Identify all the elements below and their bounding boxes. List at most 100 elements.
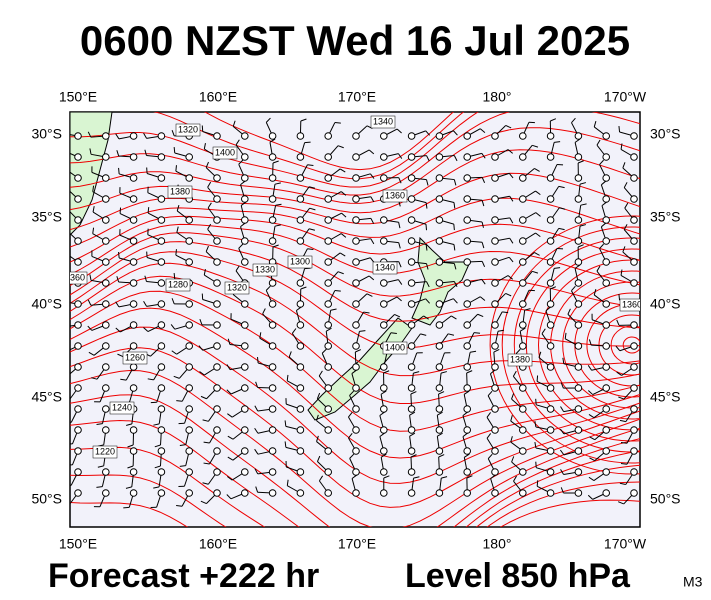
wind-station [102,405,110,413]
wind-station [519,174,527,182]
wind-barb-feather [410,391,417,395]
wind-station [185,447,193,455]
wind-barb-feather [620,463,627,465]
contour-line [501,226,640,464]
wind-barb-feather [62,128,63,134]
wind-barb-feather [599,243,604,249]
wind-station [324,216,333,224]
wind-barb-feather [87,325,93,331]
wind-barb-feather [116,150,120,157]
wind-barb-feather [505,125,512,129]
wind-barb-feather [274,224,281,227]
wind-barb-feather [227,338,231,345]
wind-station [268,426,277,434]
wind-station [630,489,638,497]
wind-barb-feather [179,444,186,446]
wind-station [129,195,138,203]
wind-barb-feather [426,263,429,270]
wind-barb-feather [618,396,625,400]
wind-station [268,405,277,413]
wind-station [185,342,193,350]
wind-barb-feather [286,374,289,381]
wind-station [324,153,333,161]
wind-station [435,279,444,287]
wind-barb-feather [355,349,362,353]
wind-station [491,258,499,266]
wind-station [157,468,166,476]
wind-station [74,405,82,413]
wind-barb-feather [448,333,455,336]
wind-station [630,363,638,371]
wind-station [268,174,277,182]
wind-station [435,384,444,392]
wind-barb-feather [481,261,486,268]
wind-barb-feather [226,389,232,395]
wind-station [296,363,305,371]
wind-barb-feather [463,390,470,395]
wind-barb-feather [348,433,353,439]
wind-barb-feather [379,411,385,416]
wind-station [241,258,249,266]
wind-barb-feather [348,412,353,418]
wind-station [296,237,305,245]
wind-barb-feather [272,244,279,248]
wind-barb-feather [325,327,332,332]
wind-station [491,195,499,203]
wind-barb-feather [226,494,232,500]
wind-barb-feather [125,486,132,489]
wind-station [213,468,221,476]
wind-barb-feather [390,332,397,335]
wind-station [157,363,166,371]
wind-barb-feather [255,486,259,493]
wind-barb-feather [147,378,154,381]
wind-station [602,279,611,287]
wind-barb-feather [579,182,587,185]
contour-label-box [382,341,408,355]
contour-label: 1320 [227,282,247,292]
wind-station [435,258,444,266]
contour-label: 1340 [373,116,393,126]
wind-station [574,174,583,182]
wind-barb-feather [512,370,517,377]
wind-barb-feather [453,244,456,251]
wind-station [407,447,416,455]
wind-station [407,468,416,476]
wind-station [213,321,221,329]
wind-station [519,447,527,455]
wind-barb-feather [562,357,565,364]
wind-barb-feather [502,311,509,314]
wind-barb-feather [481,279,486,285]
wind-station [519,405,527,413]
wind-station [185,237,193,245]
wind-barb-feather [176,226,179,233]
wind-barb-feather [453,281,458,288]
wind-barb-feather [413,371,420,374]
australia-land [70,112,113,236]
contour-label: 1400 [215,147,235,157]
wind-station [268,468,277,476]
wind-station [380,468,388,476]
contour-label-box [619,298,640,312]
wind-station [102,426,110,434]
wind-barb-feather [481,153,486,159]
contour-line [70,481,640,527]
wind-barb-feather [619,482,626,486]
wind-barb-feather [87,131,92,138]
wind-station [129,300,138,308]
wind-station [296,300,305,308]
wind-barb-feather [453,224,455,231]
wind-station [463,489,472,497]
wind-station [380,237,388,245]
contour-line [70,215,640,263]
wind-barb-feather [438,454,445,458]
wind-station [519,489,527,497]
wind-barb-feather [466,370,473,374]
wind-station [324,174,333,182]
wind-barb-feather [513,475,517,482]
wind-barb-feather [171,298,175,305]
wind-station [74,363,82,371]
wind-barb-feather [380,390,387,395]
wind-station [213,279,221,287]
wind-station [380,447,388,455]
wind-barb-feather [143,327,149,332]
